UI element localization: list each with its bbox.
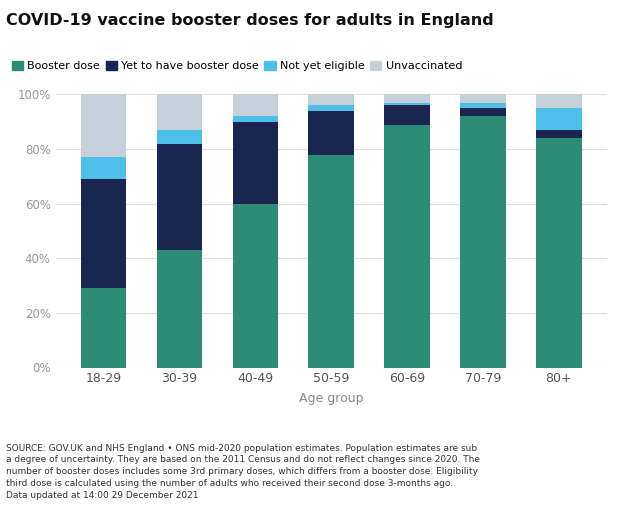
Bar [536, 138, 582, 368]
Bar [384, 94, 430, 103]
Bar [157, 130, 202, 144]
Bar [536, 108, 582, 130]
Bar [308, 111, 354, 154]
Bar [460, 103, 506, 108]
Bar [157, 94, 202, 130]
Bar [460, 117, 506, 368]
Bar [308, 154, 354, 368]
Bar [536, 130, 582, 138]
Legend: Booster dose, Yet to have booster dose, Not yet eligible, Unvaccinated: Booster dose, Yet to have booster dose, … [12, 61, 462, 71]
Bar [157, 144, 202, 250]
Bar [460, 94, 506, 103]
Bar [157, 250, 202, 368]
Bar [80, 288, 126, 368]
Bar [384, 106, 430, 124]
Bar [233, 204, 278, 368]
Bar [80, 94, 126, 158]
Text: SOURCE: GOV.UK and NHS England • ONS mid-2020 population estimates. Population e: SOURCE: GOV.UK and NHS England • ONS mid… [6, 444, 480, 500]
Bar [460, 108, 506, 117]
Bar [80, 179, 126, 288]
Bar [233, 117, 278, 122]
Bar [233, 122, 278, 204]
Bar [80, 158, 126, 179]
Bar [308, 106, 354, 111]
Bar [233, 94, 278, 117]
Bar [384, 124, 430, 368]
X-axis label: Age group: Age group [299, 392, 363, 405]
Bar [308, 94, 354, 106]
Text: COVID-19 vaccine booster doses for adults in England: COVID-19 vaccine booster doses for adult… [6, 13, 494, 28]
Bar [384, 103, 430, 106]
Bar [536, 94, 582, 108]
